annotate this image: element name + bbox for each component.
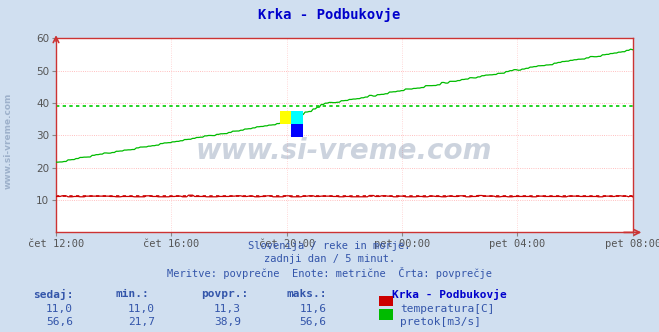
- Text: 21,7: 21,7: [129, 317, 155, 327]
- Text: 11,0: 11,0: [46, 304, 72, 314]
- Text: pretok[m3/s]: pretok[m3/s]: [400, 317, 481, 327]
- Text: www.si-vreme.com: www.si-vreme.com: [3, 93, 13, 189]
- Text: 11,6: 11,6: [300, 304, 326, 314]
- Text: Krka - Podbukovje: Krka - Podbukovje: [258, 8, 401, 23]
- Text: min.:: min.:: [115, 289, 149, 299]
- Text: zadnji dan / 5 minut.: zadnji dan / 5 minut.: [264, 254, 395, 264]
- Text: www.si-vreme.com: www.si-vreme.com: [196, 137, 492, 165]
- Text: 56,6: 56,6: [46, 317, 72, 327]
- Text: maks.:: maks.:: [287, 289, 327, 299]
- Bar: [279, 111, 291, 124]
- Bar: [291, 111, 303, 124]
- Bar: [291, 124, 303, 137]
- Text: Meritve: povprečne  Enote: metrične  Črta: povprečje: Meritve: povprečne Enote: metrične Črta:…: [167, 267, 492, 279]
- Text: 11,3: 11,3: [214, 304, 241, 314]
- Text: Krka - Podbukovje: Krka - Podbukovje: [392, 289, 507, 300]
- Text: Slovenija / reke in morje.: Slovenija / reke in morje.: [248, 241, 411, 251]
- Text: 56,6: 56,6: [300, 317, 326, 327]
- Text: 11,0: 11,0: [129, 304, 155, 314]
- Text: 38,9: 38,9: [214, 317, 241, 327]
- Text: sedaj:: sedaj:: [33, 289, 73, 300]
- Text: temperatura[C]: temperatura[C]: [400, 304, 494, 314]
- Text: povpr.:: povpr.:: [201, 289, 248, 299]
